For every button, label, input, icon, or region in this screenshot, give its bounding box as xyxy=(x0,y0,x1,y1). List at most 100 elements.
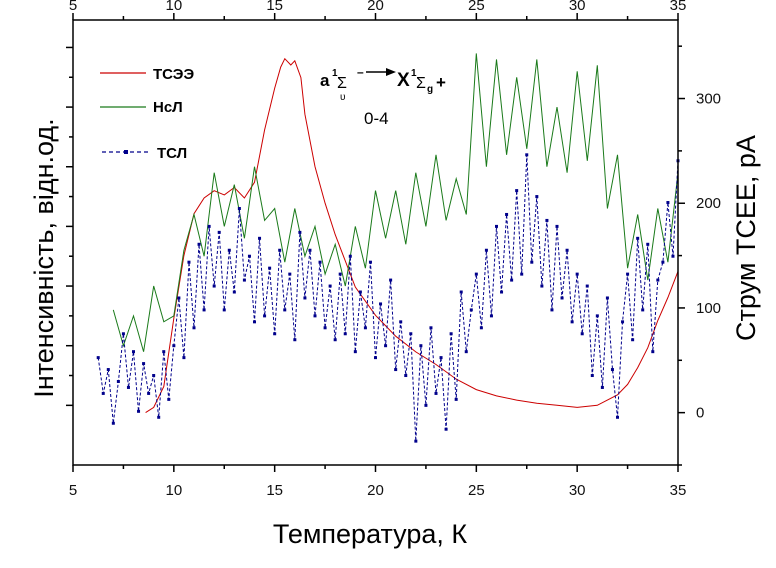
tsl-point xyxy=(137,409,141,413)
tsl-point xyxy=(162,350,166,354)
tsl-point xyxy=(616,415,619,419)
tsl-point xyxy=(217,230,221,234)
x-tick-label-bottom: 10 xyxy=(165,482,182,499)
tsl-point xyxy=(429,326,433,330)
plot-frame xyxy=(72,19,679,466)
tsl-point xyxy=(121,332,125,336)
tsl-point xyxy=(439,356,443,360)
tsl-point xyxy=(318,260,322,264)
series-layer xyxy=(96,53,680,443)
tsl-point xyxy=(469,308,473,312)
tsl-point xyxy=(535,195,539,199)
tsl-point xyxy=(464,350,468,354)
tsl-point xyxy=(399,320,403,324)
tsl-point xyxy=(489,314,493,318)
annot-minus: – xyxy=(357,65,364,79)
tsl-point xyxy=(212,284,216,288)
y-tick-label-right: 300 xyxy=(696,91,721,108)
tsl-point xyxy=(227,248,231,252)
tsl-point xyxy=(495,224,498,228)
tsl-point xyxy=(202,308,206,312)
tsl-point xyxy=(232,290,236,294)
tsl-point xyxy=(348,254,352,258)
series-line-tsl xyxy=(97,154,679,442)
tsl-point xyxy=(449,332,453,336)
tsl-point xyxy=(328,284,332,288)
tsl-point xyxy=(610,368,614,372)
tsl-point xyxy=(308,248,312,252)
tsl-point xyxy=(273,332,277,336)
annot-sub-g: g xyxy=(427,84,433,95)
x-tick-label-bottom: 30 xyxy=(569,482,586,499)
tsl-point xyxy=(142,362,146,366)
tsl-point xyxy=(242,278,246,282)
tsl-point xyxy=(167,397,171,401)
tsl-point xyxy=(550,308,554,312)
tsl-point xyxy=(384,344,388,348)
tsl-point xyxy=(268,266,272,270)
series-line-nsl xyxy=(112,53,679,352)
tsl-point xyxy=(656,278,660,282)
tsl-point xyxy=(479,326,483,330)
tsl-point xyxy=(520,272,524,276)
tsl-point xyxy=(595,314,599,318)
tsl-point xyxy=(343,332,347,336)
x-tick-label-top: 5 xyxy=(69,0,77,14)
x-tick-label-top: 30 xyxy=(569,0,586,14)
tsl-point xyxy=(651,350,655,354)
tsl-point xyxy=(419,344,423,348)
tsl-point xyxy=(288,272,292,276)
x-tick-label-bottom: 35 xyxy=(670,482,687,499)
tsl-point xyxy=(303,296,307,300)
tsl-point xyxy=(530,260,534,264)
tsl-point xyxy=(575,272,579,276)
tsl-point xyxy=(192,326,196,330)
tsl-point xyxy=(172,344,176,348)
tsl-point xyxy=(646,242,650,246)
tsl-point xyxy=(132,350,135,354)
tsl-point xyxy=(626,272,630,276)
tsl-point xyxy=(605,296,609,300)
tsl-point xyxy=(247,254,251,258)
tsl-point xyxy=(636,236,640,240)
tsl-point xyxy=(590,374,594,378)
tsl-point xyxy=(353,350,357,354)
tsl-point xyxy=(454,397,458,401)
tsl-point xyxy=(394,368,398,372)
tsl-point xyxy=(182,356,186,360)
tsl-point xyxy=(555,224,559,228)
tsl-point xyxy=(525,153,529,157)
series-line-tsee xyxy=(145,57,679,414)
tsl-point xyxy=(379,302,383,306)
x-axis-title: Температура, К xyxy=(273,519,468,549)
left-axis-title: Інтенсивність, відн.од. xyxy=(29,118,59,397)
tsl-point xyxy=(222,308,226,312)
annot-band: 0-4 xyxy=(364,109,389,128)
annot-sub-u: υ xyxy=(340,92,345,103)
tsl-point xyxy=(641,308,645,312)
tsl-point xyxy=(500,290,504,294)
tsl-point xyxy=(147,391,151,395)
tsl-point xyxy=(540,284,544,288)
y-tick-label-right: 200 xyxy=(696,195,721,212)
legend-label-nsl: НсЛ xyxy=(153,99,183,116)
x-tick-label-top: 15 xyxy=(266,0,283,14)
tsl-point xyxy=(515,189,519,193)
tsl-point xyxy=(126,385,130,389)
tsl-point xyxy=(565,248,569,252)
tsl-point xyxy=(323,326,327,330)
tsl-point xyxy=(600,385,604,389)
transition-annotation: a 1 Σ – υ X 1 Σ g + 0-4 xyxy=(320,65,446,128)
tsl-point xyxy=(187,260,191,264)
x-tick-label-top: 35 xyxy=(670,0,687,14)
tsl-point xyxy=(374,356,377,360)
tsl-point xyxy=(414,439,418,443)
legend-label-tsee: ТСЭЭ xyxy=(153,66,194,83)
arrowhead-icon xyxy=(386,68,396,76)
tsl-point xyxy=(101,391,105,395)
tsl-point xyxy=(424,403,428,407)
tsl-point xyxy=(580,332,584,336)
y-tick-label-right: 0 xyxy=(696,405,704,422)
tsl-point xyxy=(560,296,564,300)
